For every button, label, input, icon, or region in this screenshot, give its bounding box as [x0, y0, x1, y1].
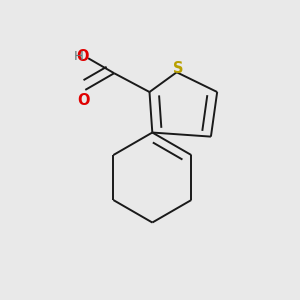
Text: H: H: [74, 50, 84, 63]
Text: S: S: [173, 61, 184, 76]
Text: O: O: [77, 93, 90, 108]
Text: O: O: [77, 49, 89, 64]
